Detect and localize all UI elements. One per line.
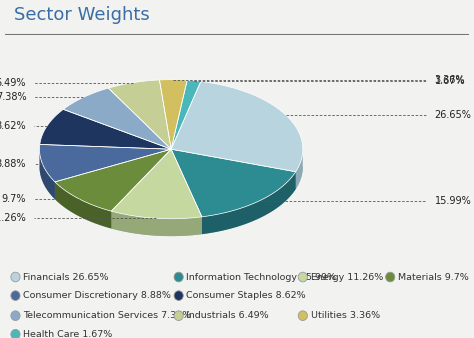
Polygon shape: [202, 172, 296, 234]
Text: 3.36%: 3.36%: [435, 75, 465, 85]
Polygon shape: [55, 182, 111, 228]
Text: 7.38%: 7.38%: [0, 92, 27, 102]
Ellipse shape: [174, 311, 183, 320]
Polygon shape: [159, 80, 187, 149]
Ellipse shape: [11, 311, 20, 320]
Ellipse shape: [11, 272, 20, 282]
Ellipse shape: [11, 291, 20, 300]
Text: Industrials 6.49%: Industrials 6.49%: [186, 311, 269, 320]
Text: Financials 26.65%: Financials 26.65%: [23, 272, 109, 282]
Ellipse shape: [298, 272, 308, 282]
Polygon shape: [40, 110, 171, 149]
Ellipse shape: [174, 272, 183, 282]
Text: 15.99%: 15.99%: [435, 196, 471, 206]
Ellipse shape: [11, 330, 20, 338]
Text: 11.26%: 11.26%: [0, 213, 27, 223]
Text: 6.49%: 6.49%: [0, 78, 27, 88]
Text: Sector Weights: Sector Weights: [14, 6, 150, 24]
Text: Information Technology 15.99%: Information Technology 15.99%: [186, 272, 337, 282]
Text: 26.65%: 26.65%: [435, 111, 471, 120]
Text: 1.67%: 1.67%: [435, 76, 465, 86]
Text: Utilities 3.36%: Utilities 3.36%: [310, 311, 380, 320]
Text: Telecommunication Services 7.38%: Telecommunication Services 7.38%: [23, 311, 191, 320]
Polygon shape: [171, 81, 303, 172]
Text: Consumer Staples 8.62%: Consumer Staples 8.62%: [186, 291, 306, 300]
Polygon shape: [109, 80, 171, 149]
Text: Materials 9.7%: Materials 9.7%: [398, 272, 469, 282]
Text: Consumer Discretionary 8.88%: Consumer Discretionary 8.88%: [23, 291, 171, 300]
Text: 9.7%: 9.7%: [2, 194, 27, 204]
Polygon shape: [39, 167, 303, 236]
Polygon shape: [171, 149, 296, 217]
Polygon shape: [63, 88, 171, 149]
Text: 8.88%: 8.88%: [0, 159, 27, 169]
Polygon shape: [111, 149, 202, 219]
Ellipse shape: [174, 291, 183, 300]
Text: Health Care 1.67%: Health Care 1.67%: [23, 330, 112, 338]
Text: Energy 11.26%: Energy 11.26%: [310, 272, 383, 282]
Polygon shape: [171, 80, 201, 149]
Ellipse shape: [298, 311, 308, 320]
Polygon shape: [111, 211, 202, 236]
Polygon shape: [55, 149, 171, 211]
Text: 8.62%: 8.62%: [0, 121, 27, 131]
Polygon shape: [296, 152, 303, 189]
Polygon shape: [39, 150, 55, 199]
Polygon shape: [39, 144, 171, 182]
Ellipse shape: [385, 272, 395, 282]
